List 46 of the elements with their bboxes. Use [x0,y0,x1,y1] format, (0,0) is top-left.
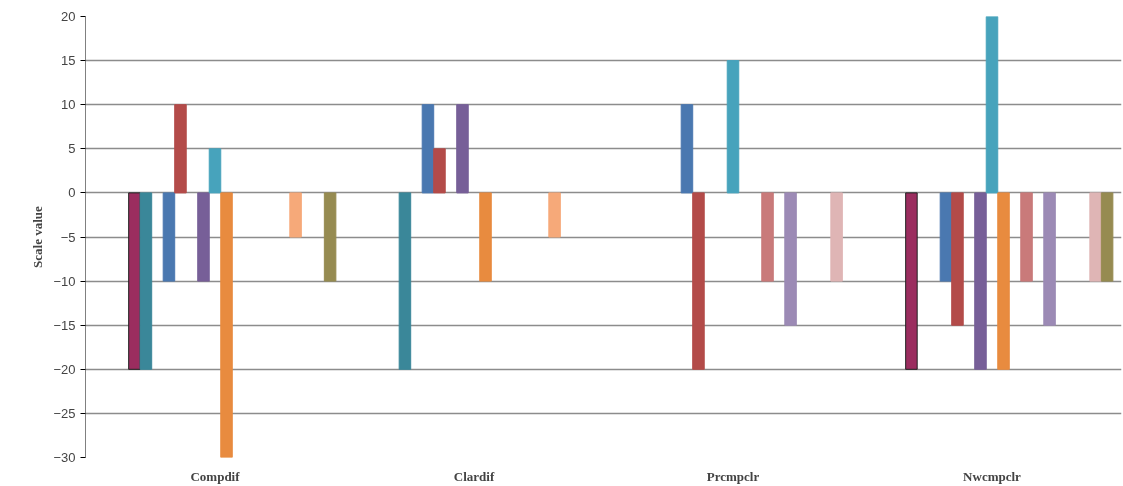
bar [761,192,774,282]
bar [456,104,469,194]
bar [323,192,337,282]
y-tick-label: −25 [53,405,76,421]
bar [1100,192,1114,282]
bar [174,104,187,194]
bar [692,192,705,370]
bar [197,192,210,282]
bar [974,192,987,370]
x-tick-label: Prcmpclr [706,468,760,484]
bar [398,192,412,370]
bar [1043,192,1056,326]
bar [1020,192,1033,282]
bar [830,192,843,282]
bar [548,192,561,238]
bar [726,60,740,194]
bar [680,104,694,194]
y-tick-label: 0 [68,185,76,201]
y-tick-label: 5 [68,141,76,157]
bar [139,192,153,370]
y-tick-label: −30 [53,450,76,465]
y-tick-label: 10 [61,97,76,113]
bar [985,16,999,194]
bar [997,192,1010,370]
y-tick-label: 20 [61,9,76,24]
bar [905,192,918,370]
y-tick-label: −20 [53,361,76,377]
x-tick-label: Clardif [453,468,495,484]
y-tick-label: −10 [53,273,76,289]
bar [208,148,222,194]
y-axis-title: Scale value [30,205,46,268]
bar [1089,192,1102,282]
bar [128,192,141,370]
bar [951,192,964,326]
y-tick-label: 15 [61,53,76,69]
bar [220,192,233,458]
bar [289,192,302,238]
bar [433,148,446,194]
bar [479,192,492,282]
x-tick-label: Compdif [190,468,241,484]
bar [421,104,435,194]
bar [784,192,797,326]
y-tick-label: −5 [60,229,76,245]
y-tick-label: −15 [53,317,76,333]
x-tick-label: Nwcmpclr [963,468,1022,484]
bar [162,192,176,282]
